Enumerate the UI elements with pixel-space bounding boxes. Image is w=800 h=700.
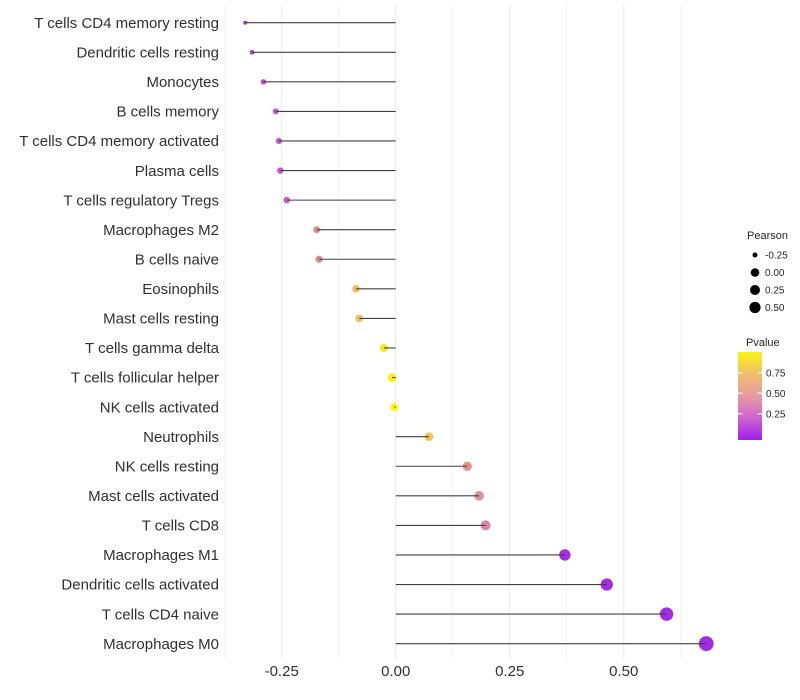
y-axis-label: NK cells activated <box>100 399 219 416</box>
y-axis-label: T cells CD4 memory resting <box>34 15 219 32</box>
legend-pvalue-label: 0.50 <box>766 389 786 400</box>
chart-row: Monocytes <box>146 74 396 91</box>
chart-row: NK cells resting <box>115 458 472 475</box>
chart-row: T cells gamma delta <box>85 340 396 357</box>
chart-row: Neutrophils <box>143 429 434 446</box>
legend-pearson-dot <box>750 268 760 277</box>
y-axis-label: Dendritic cells resting <box>76 44 219 61</box>
chart-row: Eosinophils <box>142 281 396 298</box>
chart-row: T cells follicular helper <box>71 370 397 387</box>
x-axis-tick-label: 0.25 <box>495 663 524 680</box>
y-axis-label: Mast cells resting <box>103 311 219 328</box>
chart-row: B cells memory <box>116 104 396 121</box>
chart-row: B cells naive <box>135 251 396 268</box>
legend-pearson-label: -0.25 <box>765 251 788 262</box>
y-axis-label: B cells naive <box>135 251 219 268</box>
chart-row: T cells CD8 <box>142 518 491 535</box>
legend-pvalue-title: Pvalue <box>746 337 780 349</box>
y-axis-label: NK cells resting <box>115 458 219 475</box>
y-axis-label: T cells follicular helper <box>71 370 219 387</box>
y-axis-label: Monocytes <box>146 74 219 91</box>
x-axis-tick-labels: -0.25 0.00 0.25 0.50 <box>265 663 639 680</box>
x-axis-tick-label: 0.50 <box>609 663 638 680</box>
legend-pvalue-label: 0.75 <box>766 368 786 379</box>
y-axis-label: T cells regulatory Tregs <box>63 192 219 209</box>
y-axis-label: Macrophages M1 <box>103 547 219 564</box>
x-axis-tick-label: 0.00 <box>381 663 410 680</box>
y-axis-label: Mast cells activated <box>88 488 219 505</box>
chart-row: T cells CD4 naive <box>102 606 674 623</box>
chart-row: Mast cells resting <box>103 311 396 328</box>
chart-row: Plasma cells <box>135 163 396 180</box>
gridlines <box>224 5 682 659</box>
chart-row: T cells CD4 memory activated <box>19 133 396 150</box>
legend-pearson-dot <box>750 285 760 295</box>
y-axis-label: Eosinophils <box>142 281 219 298</box>
y-axis-label: Macrophages M0 <box>103 636 219 653</box>
legend-pearson: Pearson -0.25 0.00 0.25 0.50 <box>747 230 788 314</box>
y-axis-label: B cells memory <box>116 104 219 121</box>
chart-row: NK cells activated <box>100 399 399 416</box>
legend-pearson-dot <box>749 301 761 314</box>
legend-pvalue-label: 0.25 <box>766 409 786 420</box>
y-axis-label: Dendritic cells activated <box>61 577 219 594</box>
y-axis-label: T cells gamma delta <box>85 340 220 357</box>
chart-row: Mast cells activated <box>88 488 484 505</box>
legend-pearson-dot <box>752 252 758 258</box>
y-axis-label: Macrophages M2 <box>103 222 219 239</box>
y-axis-label: Plasma cells <box>135 163 219 180</box>
pvalue-gradient-bar <box>738 352 762 440</box>
chart-row: Macrophages M1 <box>103 547 571 564</box>
y-axis-label: Neutrophils <box>143 429 219 446</box>
chart-row: Dendritic cells resting <box>76 44 396 61</box>
chart-rows: T cells CD4 memory resting Dendritic cell… <box>19 15 714 653</box>
chart-row: T cells regulatory Tregs <box>63 192 396 209</box>
chart-row: T cells CD4 memory resting <box>34 15 396 32</box>
legend-pearson-title: Pearson <box>747 230 788 242</box>
legend-pearson-label: 0.50 <box>765 303 785 314</box>
lollipop-dot <box>424 432 434 441</box>
x-axis-tick-label: -0.25 <box>265 663 299 680</box>
legend-pvalue: Pvalue 0.75 0.50 0.25 <box>738 337 786 440</box>
chart-row: Dendritic cells activated <box>61 577 613 594</box>
chart-row: Macrophages M0 <box>103 636 714 653</box>
chart-row: Macrophages M2 <box>103 222 396 239</box>
y-axis-label: T cells CD4 memory activated <box>19 133 219 150</box>
lollipop-dot <box>277 167 284 174</box>
legend-pearson-label: 0.00 <box>765 268 785 279</box>
y-axis-label: T cells CD8 <box>142 518 219 535</box>
y-axis-label: T cells CD4 naive <box>102 606 219 623</box>
legend-pearson-label: 0.25 <box>765 286 785 297</box>
lollipop-dot <box>260 79 267 85</box>
